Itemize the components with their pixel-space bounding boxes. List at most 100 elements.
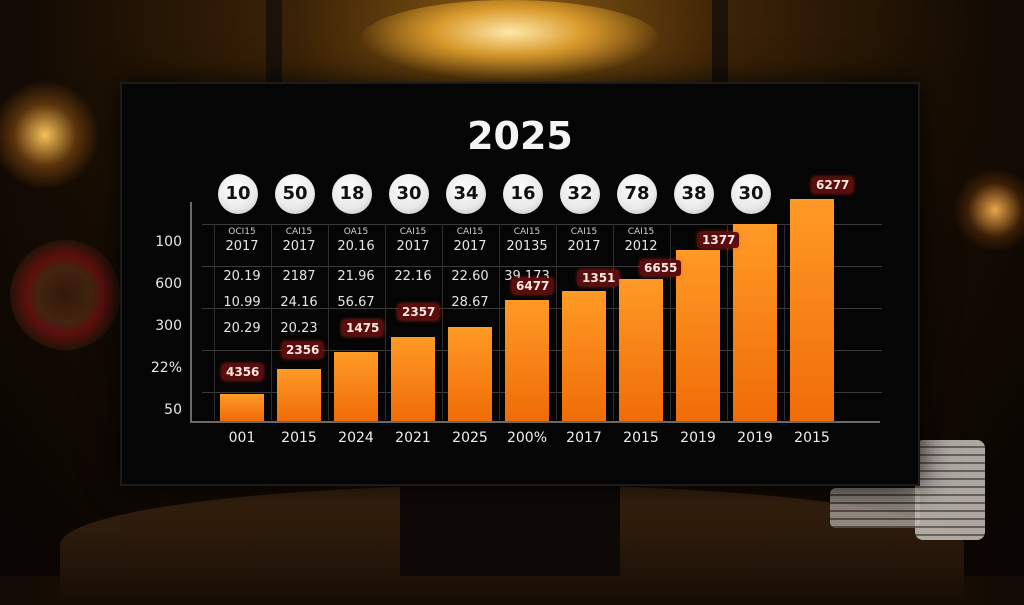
grid-line-v — [499, 224, 500, 420]
bar — [619, 279, 663, 421]
bar — [391, 336, 435, 421]
table-header-cell: CAI15 — [513, 227, 541, 237]
x-tick-label: 2019 — [737, 430, 773, 446]
x-tick-label: 2025 — [452, 430, 488, 446]
bar — [790, 198, 834, 421]
table-header-cell: CAI15 — [285, 227, 313, 237]
table-cell: 2017 — [567, 239, 601, 254]
table-cell: 56.67 — [337, 295, 375, 310]
bar — [733, 223, 777, 421]
mount-pole-left — [266, 0, 282, 88]
table-header-cell: CAI15 — [627, 227, 655, 237]
mount-pole-right — [712, 0, 728, 88]
table-cell: 21.96 — [337, 269, 375, 284]
wall-lamp-right — [950, 170, 1024, 250]
x-tick-label: 2017 — [566, 430, 602, 446]
display-board: 2025 100 600 300 22% 50 001 2015 2024 2021 2025 20… — [120, 82, 920, 486]
table-cell: 2012 — [624, 239, 658, 254]
bar — [448, 327, 492, 421]
bar — [505, 300, 549, 421]
value-tag: 6477 — [512, 278, 554, 294]
value-tag: 6277 — [812, 177, 854, 193]
number-ball: 18 — [332, 174, 372, 214]
table-cell: 2017 — [453, 239, 487, 254]
wall-lamp-left — [0, 80, 100, 190]
y-axis — [190, 202, 192, 422]
value-tag: 2357 — [398, 304, 440, 320]
chandelier — [360, 0, 660, 80]
grid-line-v — [784, 224, 785, 420]
table-header-cell: OA15 — [343, 227, 369, 237]
grid-line-v — [385, 224, 386, 420]
chip-stack — [915, 440, 985, 540]
x-tick-label: 2021 — [395, 430, 431, 446]
table-cell: 2017 — [396, 239, 430, 254]
bar — [277, 369, 321, 421]
value-tag: 1351 — [578, 270, 620, 286]
bar — [334, 352, 378, 421]
board-title: 2025 — [467, 114, 573, 158]
number-ball: 30 — [731, 174, 771, 214]
grid-line-v — [214, 224, 215, 420]
grid-line — [202, 266, 882, 267]
table-header-cell: CAI15 — [456, 227, 484, 237]
value-tag: 4356 — [222, 364, 264, 380]
bar — [220, 394, 264, 421]
value-tag: 1377 — [698, 232, 740, 248]
grid-line-v — [613, 224, 614, 420]
table-cell: 20.23 — [280, 321, 318, 336]
table-header-cell: OCI15 — [228, 227, 256, 237]
x-tick-label: 2015 — [623, 430, 659, 446]
y-tick-label: 50 — [164, 402, 182, 418]
grid-line-v — [727, 224, 728, 420]
y-tick-label: 600 — [155, 276, 182, 292]
x-axis — [190, 421, 880, 423]
number-ball: 78 — [617, 174, 657, 214]
number-ball: 16 — [503, 174, 543, 214]
chip-stack-small — [830, 488, 920, 528]
x-tick-label: 001 — [228, 430, 256, 446]
bar — [562, 290, 606, 421]
table-cell: 2017 — [282, 239, 316, 254]
table-header-cell: CAI15 — [399, 227, 427, 237]
x-tick-label: 200% — [506, 430, 548, 446]
table-cell: 22.16 — [394, 269, 432, 284]
number-ball: 10 — [218, 174, 258, 214]
table-cell: 24.16 — [280, 295, 318, 310]
number-ball: 34 — [446, 174, 486, 214]
y-tick-label: 22% — [150, 360, 182, 376]
grid-line — [202, 224, 882, 225]
grid-line-v — [442, 224, 443, 420]
bar-chart: 100 600 300 22% 50 001 2015 2024 2021 2025 200% 201… — [122, 84, 918, 484]
grid-line-v — [271, 224, 272, 420]
roulette-wheel — [10, 240, 120, 350]
x-tick-label: 2015 — [281, 430, 317, 446]
y-tick-label: 300 — [155, 318, 182, 334]
table-cell: 28.67 — [451, 295, 489, 310]
table-cell: 10.99 — [223, 295, 261, 310]
table-header-cell: CAI15 — [570, 227, 598, 237]
grid-line-v — [328, 224, 329, 420]
grid-line-v — [556, 224, 557, 420]
screen-stand — [400, 480, 620, 576]
value-tag: 6655 — [640, 260, 682, 276]
table-cell: 20.29 — [223, 321, 261, 336]
x-tick-label: 2019 — [680, 430, 716, 446]
y-tick-label: 100 — [155, 234, 182, 250]
value-tag: 2356 — [282, 342, 324, 358]
grid-line-v — [670, 224, 671, 420]
number-ball: 50 — [275, 174, 315, 214]
table-cell: 20.19 — [223, 269, 261, 284]
table-cell: 2017 — [225, 239, 259, 254]
table-cell: 20.16 — [337, 239, 375, 254]
number-ball: 32 — [560, 174, 600, 214]
number-ball: 30 — [389, 174, 429, 214]
x-tick-label: 2024 — [338, 430, 374, 446]
table-cell: 22.60 — [451, 269, 489, 284]
value-tag: 1475 — [342, 320, 384, 336]
number-ball: 38 — [674, 174, 714, 214]
bar — [676, 250, 720, 421]
table-cell: 2187 — [282, 269, 316, 284]
x-tick-label: 2015 — [794, 430, 830, 446]
